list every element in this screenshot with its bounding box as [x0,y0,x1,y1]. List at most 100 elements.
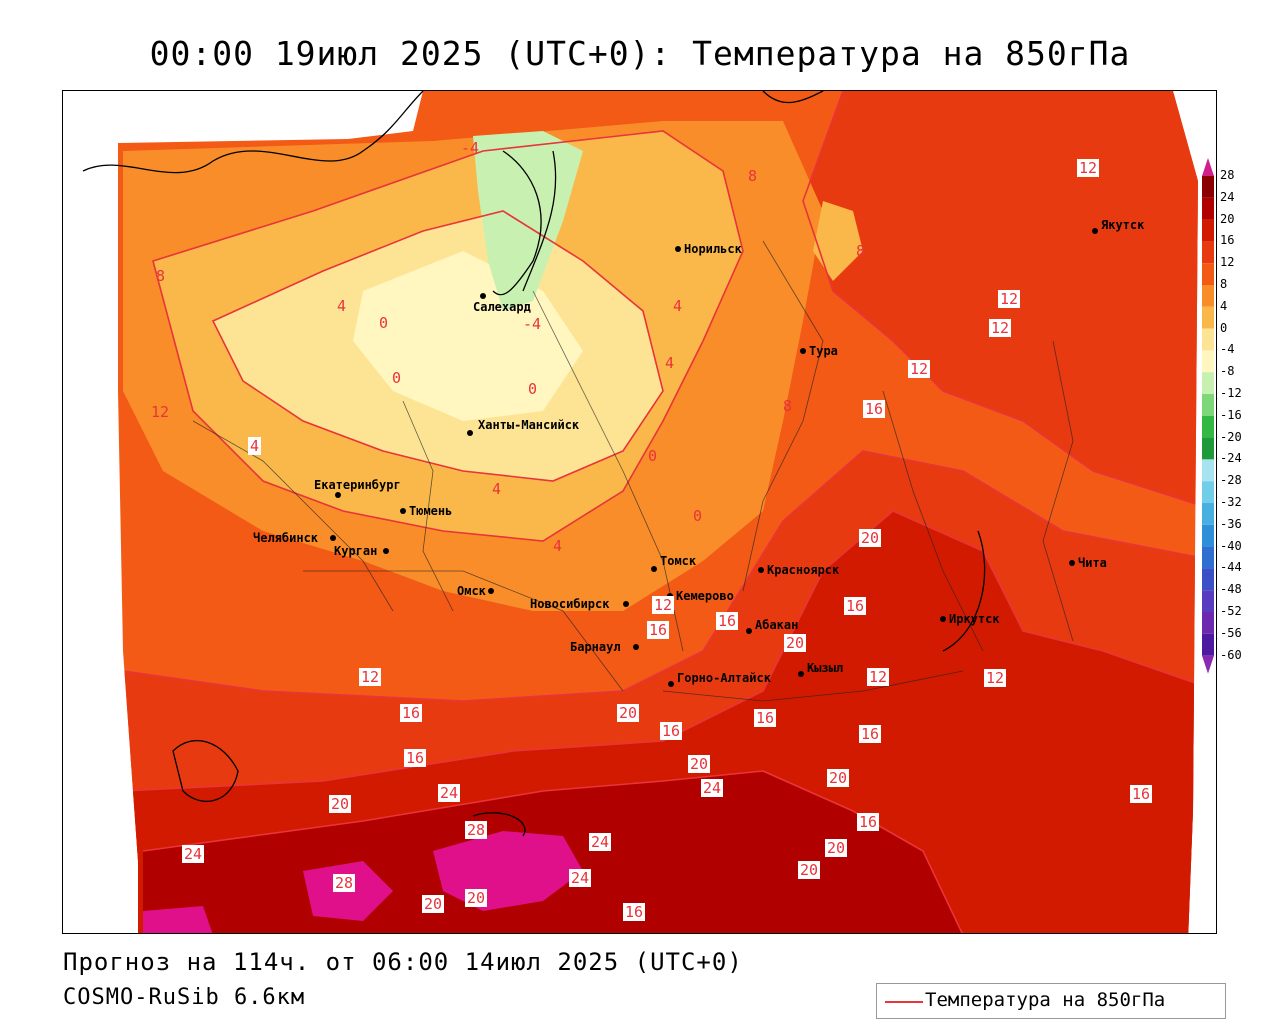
contour-label-bg [859,529,881,547]
contour-label-bg [1077,159,1099,177]
contour-label-bg [182,845,204,863]
contour-label: 0 [648,447,657,465]
city-label: Томск [660,554,697,568]
contour-label: 4 [337,297,346,315]
contour-label: 0 [392,369,401,387]
colorbar-tick-label: -52 [1220,604,1242,618]
colorbar-tick-label: -60 [1220,647,1242,662]
contour-label: 8 [783,397,792,415]
contour-label: 16 [649,621,667,639]
contour-label: 20 [467,889,485,907]
contour-label: 20 [800,861,818,879]
contour-label-bg [825,839,847,857]
colorbar-swatch [1202,503,1214,525]
map-area[interactable]: Салехард Норильск Якутск Тура Ханты-Мансийск… [62,90,1217,934]
contour-label-bg [248,437,261,455]
colorbar-top-arrow [1202,158,1214,176]
colorbar-swatch [1202,219,1214,242]
contour-label: 12 [869,668,887,686]
city-dot [383,548,389,554]
colorbar-swatch [1202,590,1214,612]
contour-label: 28 [467,821,485,839]
contour-label-bg [989,319,1011,337]
contour-label: 12 [361,668,379,686]
colorbar-tick-label: -8 [1220,364,1235,379]
contour-label-bg [617,704,639,722]
city-label: Челябинск [253,531,319,545]
city-label: Ханты-Мансийск [478,418,580,432]
city-label: Новосибирск [530,597,610,611]
contour-label: 20 [619,704,637,722]
city-label: Тюмень [409,504,452,518]
contour-label-bg [754,709,776,727]
contour-label-bg [465,821,487,839]
city-dot [940,616,946,622]
contour-label: 12 [986,669,1004,687]
city-label: Курган [334,544,377,558]
contour-label: 16 [662,722,680,740]
contour-label-bg [784,634,806,652]
contour-label: 0 [693,507,702,525]
colorbar-tick-label: -16 [1220,407,1242,422]
contour-label: 4 [553,537,562,555]
contour-label: -4 [523,315,541,333]
city-dot [800,348,806,354]
contour-label-bg [623,903,645,921]
city-dot [675,246,681,252]
contour-label: 4 [492,480,501,498]
coastlines [82,91,986,837]
colorbar-swatch [1202,612,1214,634]
contour-label: 16 [756,709,774,727]
city-dot [746,628,752,634]
contour-label: 12 [991,319,1009,337]
city-dot [623,601,629,607]
contour-label: 20 [861,529,879,547]
contour-label: 16 [865,400,883,418]
temperature-colorbar: 28 24 20 16 12 8 4 0 -4 -8 -12 -16 -20 -24 -28 -32 -36 -4… [1200,156,1280,696]
city-dot [633,644,639,650]
contour-label: 16 [846,597,864,615]
city-dot [480,293,486,299]
colorbar-tick-label: -44 [1220,560,1242,575]
legend: Температура на 850гПа [876,983,1226,1019]
city-dot [400,508,406,514]
city-markers: Салехард Норильск Якутск Тура Ханты-Мансийск… [253,218,1145,687]
contour-label: 16 [625,903,643,921]
city-dot [798,671,804,677]
city-dot [335,492,341,498]
city-label: Иркутск [949,612,1000,626]
contour-label-bg [1130,785,1152,803]
colorbar-tick-label: -56 [1220,625,1242,640]
contour-label: 20 [829,769,847,787]
contour-label-bg [589,833,611,851]
contour-label-bg [859,725,881,743]
legend-label: Температура на 850гПа [925,989,1166,1011]
colorbar-swatch [1202,459,1214,482]
city-dot [758,567,764,573]
colorbar-swatch [1202,176,1214,198]
contour-label-bg [647,621,669,639]
contour-label: 20 [827,839,845,857]
city-label: Омск [457,584,487,598]
temperature-map: Салехард Норильск Якутск Тура Ханты-Мансийск… [63,91,1216,933]
contour-label-bg [359,668,381,686]
colorbar-swatch [1202,306,1214,329]
colorbar-tick-label: -36 [1220,516,1242,531]
city-dot [488,588,494,594]
contour-label-bg [844,597,866,615]
contour-label: 12 [151,403,169,421]
colorbar-tick-label: -48 [1220,582,1242,597]
colorbar-tick-label: -12 [1220,386,1242,400]
colorbar-swatch [1202,350,1214,373]
contour-label-bg [329,795,351,813]
contour-label: 8 [156,267,165,285]
contour-label: 20 [786,634,804,652]
contour-label: 24 [703,779,721,797]
contour-label: 24 [184,845,202,863]
contour-label-bg [438,784,460,802]
colorbar-tick-label: 20 [1220,211,1235,226]
legend-line-swatch [885,1001,923,1003]
contour-label-bg [867,668,889,686]
city-label: Чита [1078,556,1107,570]
contour-label-bg [857,813,879,831]
